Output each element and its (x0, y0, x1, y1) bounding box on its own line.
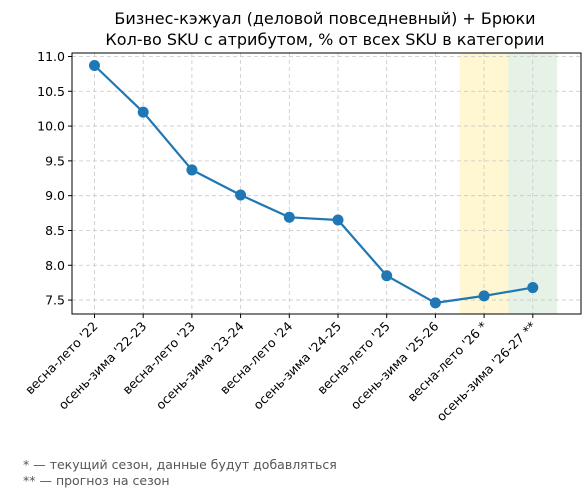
y-tick-label: 10.0 (37, 119, 65, 134)
x-tick-label: осень-зима '26-27 ** (433, 319, 539, 425)
y-axis: 7.5 8.0 8.5 9.0 9.5 10.0 10.5 11.0 (37, 49, 72, 308)
data-point (429, 297, 441, 309)
data-point (332, 214, 344, 226)
x-tick-label: осень-зима '22-23 (55, 319, 149, 413)
x-tick-label: осень-зима '25-26 (348, 318, 442, 412)
x-tick-label: осень-зима '23-24 (153, 318, 247, 412)
chart-title-line-2: Кол-во SKU с атрибутом, % от всех SKU в … (105, 30, 544, 49)
data-point (283, 211, 295, 223)
data-point (89, 60, 100, 72)
data-point (186, 164, 198, 176)
y-tick-label: 8.5 (45, 223, 65, 238)
season-highlights (459, 53, 558, 314)
highlight-band-8 (459, 53, 509, 314)
y-tick-label: 9.0 (45, 188, 65, 203)
footnote-forecast: ** — прогноз на сезон (23, 473, 170, 488)
series-line (93, 64, 533, 304)
y-tick-label: 10.5 (37, 84, 65, 99)
y-tick-label: 7.5 (45, 293, 65, 308)
chart-title-line-1: Бизнес-кэжуал (деловой повседневный) + Б… (114, 9, 535, 28)
data-point (381, 270, 393, 282)
data-point (478, 290, 490, 302)
plot-frame (71, 52, 582, 315)
y-tick-label: 11.0 (37, 49, 65, 64)
footnote-current-season: * — текущий сезон, данные будут добавлят… (23, 457, 337, 472)
series (89, 60, 539, 309)
y-tick-label: 9.5 (45, 153, 65, 168)
data-point (527, 282, 539, 294)
data-point (235, 189, 247, 201)
y-tick-label: 8.0 (45, 258, 65, 273)
data-point (137, 106, 149, 118)
highlight-band-9 (508, 53, 558, 314)
x-tick-label: осень-зима '24-25 (250, 319, 344, 413)
